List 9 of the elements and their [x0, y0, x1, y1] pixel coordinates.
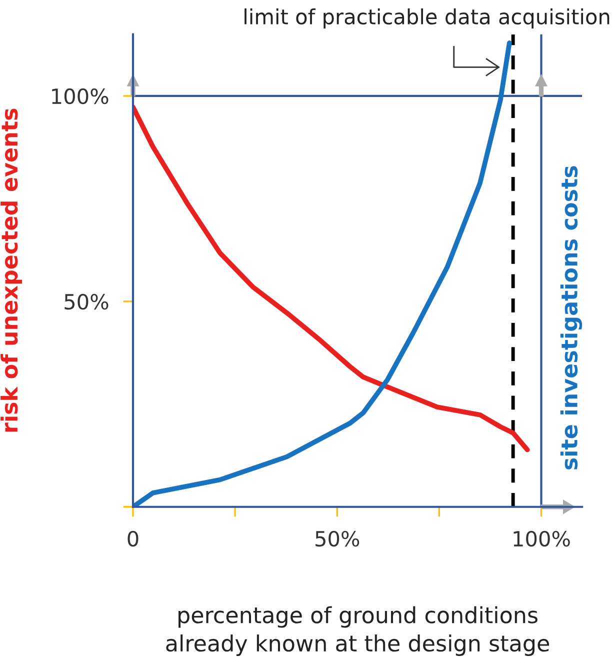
y2-axis-title: site investigations costs — [560, 166, 582, 470]
y-axis-title: risk of unexpected events — [0, 108, 22, 432]
x-axis-title: percentage of ground conditions already known at the design stage — [166, 606, 550, 656]
line-series — [132, 40, 512, 507]
ref-line-label: limit of practicable data acquisition — [244, 8, 610, 29]
x-tick-label: 50% — [316, 530, 360, 547]
x-tick-label: 0 — [128, 530, 138, 547]
line-series — [132, 104, 530, 452]
x-tick-label: 100% — [514, 530, 570, 547]
